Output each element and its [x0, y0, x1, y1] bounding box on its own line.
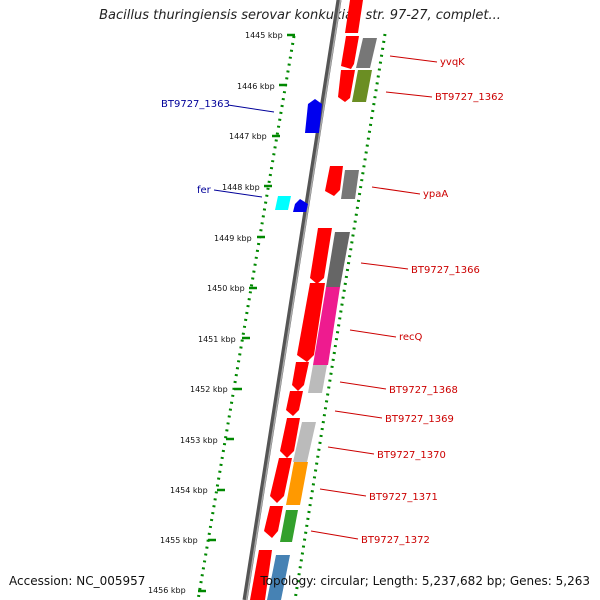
gene-label-bt9727-1369[interactable]: BT9727_1369 — [385, 414, 454, 425]
gene-label-recq[interactable]: recQ — [399, 332, 423, 343]
tick-label: 1450 kbp — [207, 284, 245, 293]
function-block — [356, 38, 377, 68]
gene-label-fer[interactable]: fer — [197, 185, 212, 196]
function-block — [267, 555, 290, 600]
function-block — [341, 170, 359, 199]
function-block — [280, 510, 298, 542]
gene-arrow — [310, 228, 332, 284]
reverse-strand-genes — [275, 99, 322, 212]
function-track — [267, 38, 377, 600]
accession-text: Accession: NC_005957 — [9, 574, 146, 588]
tick-label: 1448 kbp — [222, 183, 260, 192]
function-block — [352, 70, 372, 102]
scale-ring-left — [196, 35, 296, 600]
scale-ring-right — [293, 33, 387, 600]
gene-label-bt9727-1362[interactable]: BT9727_1362 — [435, 92, 504, 103]
gene-label-bt9727-1363[interactable]: BT9727_1363 — [161, 99, 230, 110]
tick-label: 1453 kbp — [180, 436, 218, 445]
gene-arrow — [297, 283, 325, 362]
gene-label-bt9727-1370[interactable]: BT9727_1370 — [377, 450, 446, 461]
gene-arrow — [280, 418, 300, 458]
topology-text: Topology: circular; Length: 5,237,682 bp… — [260, 574, 590, 588]
tick-label: 1454 kbp — [170, 486, 208, 495]
gene-label-bt9727-1366[interactable]: BT9727_1366 — [411, 265, 480, 276]
function-block — [286, 462, 308, 505]
tick-marks — [198, 33, 295, 593]
tick-label: 1451 kbp — [198, 335, 236, 344]
gene-arrow — [292, 362, 309, 391]
tick-label: 1449 kbp — [214, 234, 252, 243]
gene-arrow — [286, 391, 303, 416]
function-block — [313, 287, 340, 365]
gene-arrow — [345, 0, 363, 33]
gene-label-bt9727-1372[interactable]: BT9727_1372 — [361, 535, 430, 546]
map-title: Bacillus thuringiensis serovar konkukian… — [99, 8, 501, 23]
gene-label-bt9727-1371[interactable]: BT9727_1371 — [369, 492, 438, 503]
gene-arrow — [293, 199, 308, 212]
gene-arrow — [305, 99, 322, 133]
gene-label-bt9727-1368[interactable]: BT9727_1368 — [389, 385, 458, 396]
gene-arrow — [264, 506, 283, 538]
tick-label: 1456 kbp — [148, 586, 186, 595]
tick-label: 1447 kbp — [229, 132, 267, 141]
gene-arrow — [341, 36, 359, 69]
tick-label: 1455 kbp — [160, 536, 198, 545]
function-block — [308, 365, 327, 393]
gene-arrow — [250, 550, 272, 600]
forward-strand-genes — [250, 0, 363, 600]
genome-backbone — [242, 0, 342, 600]
tick-label: 1446 kbp — [237, 82, 275, 91]
function-block — [326, 232, 350, 287]
gene-arrow — [270, 458, 292, 503]
gene-arrow — [275, 196, 291, 210]
label-leaders — [213, 55, 438, 540]
tick-label: 1452 kbp — [190, 385, 228, 394]
gene-label-yvqk[interactable]: yvqK — [440, 57, 465, 68]
tick-label: 1445 kbp — [245, 31, 283, 40]
gene-arrow — [325, 166, 343, 196]
gene-label-ypaa[interactable]: ypaA — [423, 189, 448, 200]
function-block — [293, 422, 316, 462]
gene-arrow — [338, 70, 355, 102]
